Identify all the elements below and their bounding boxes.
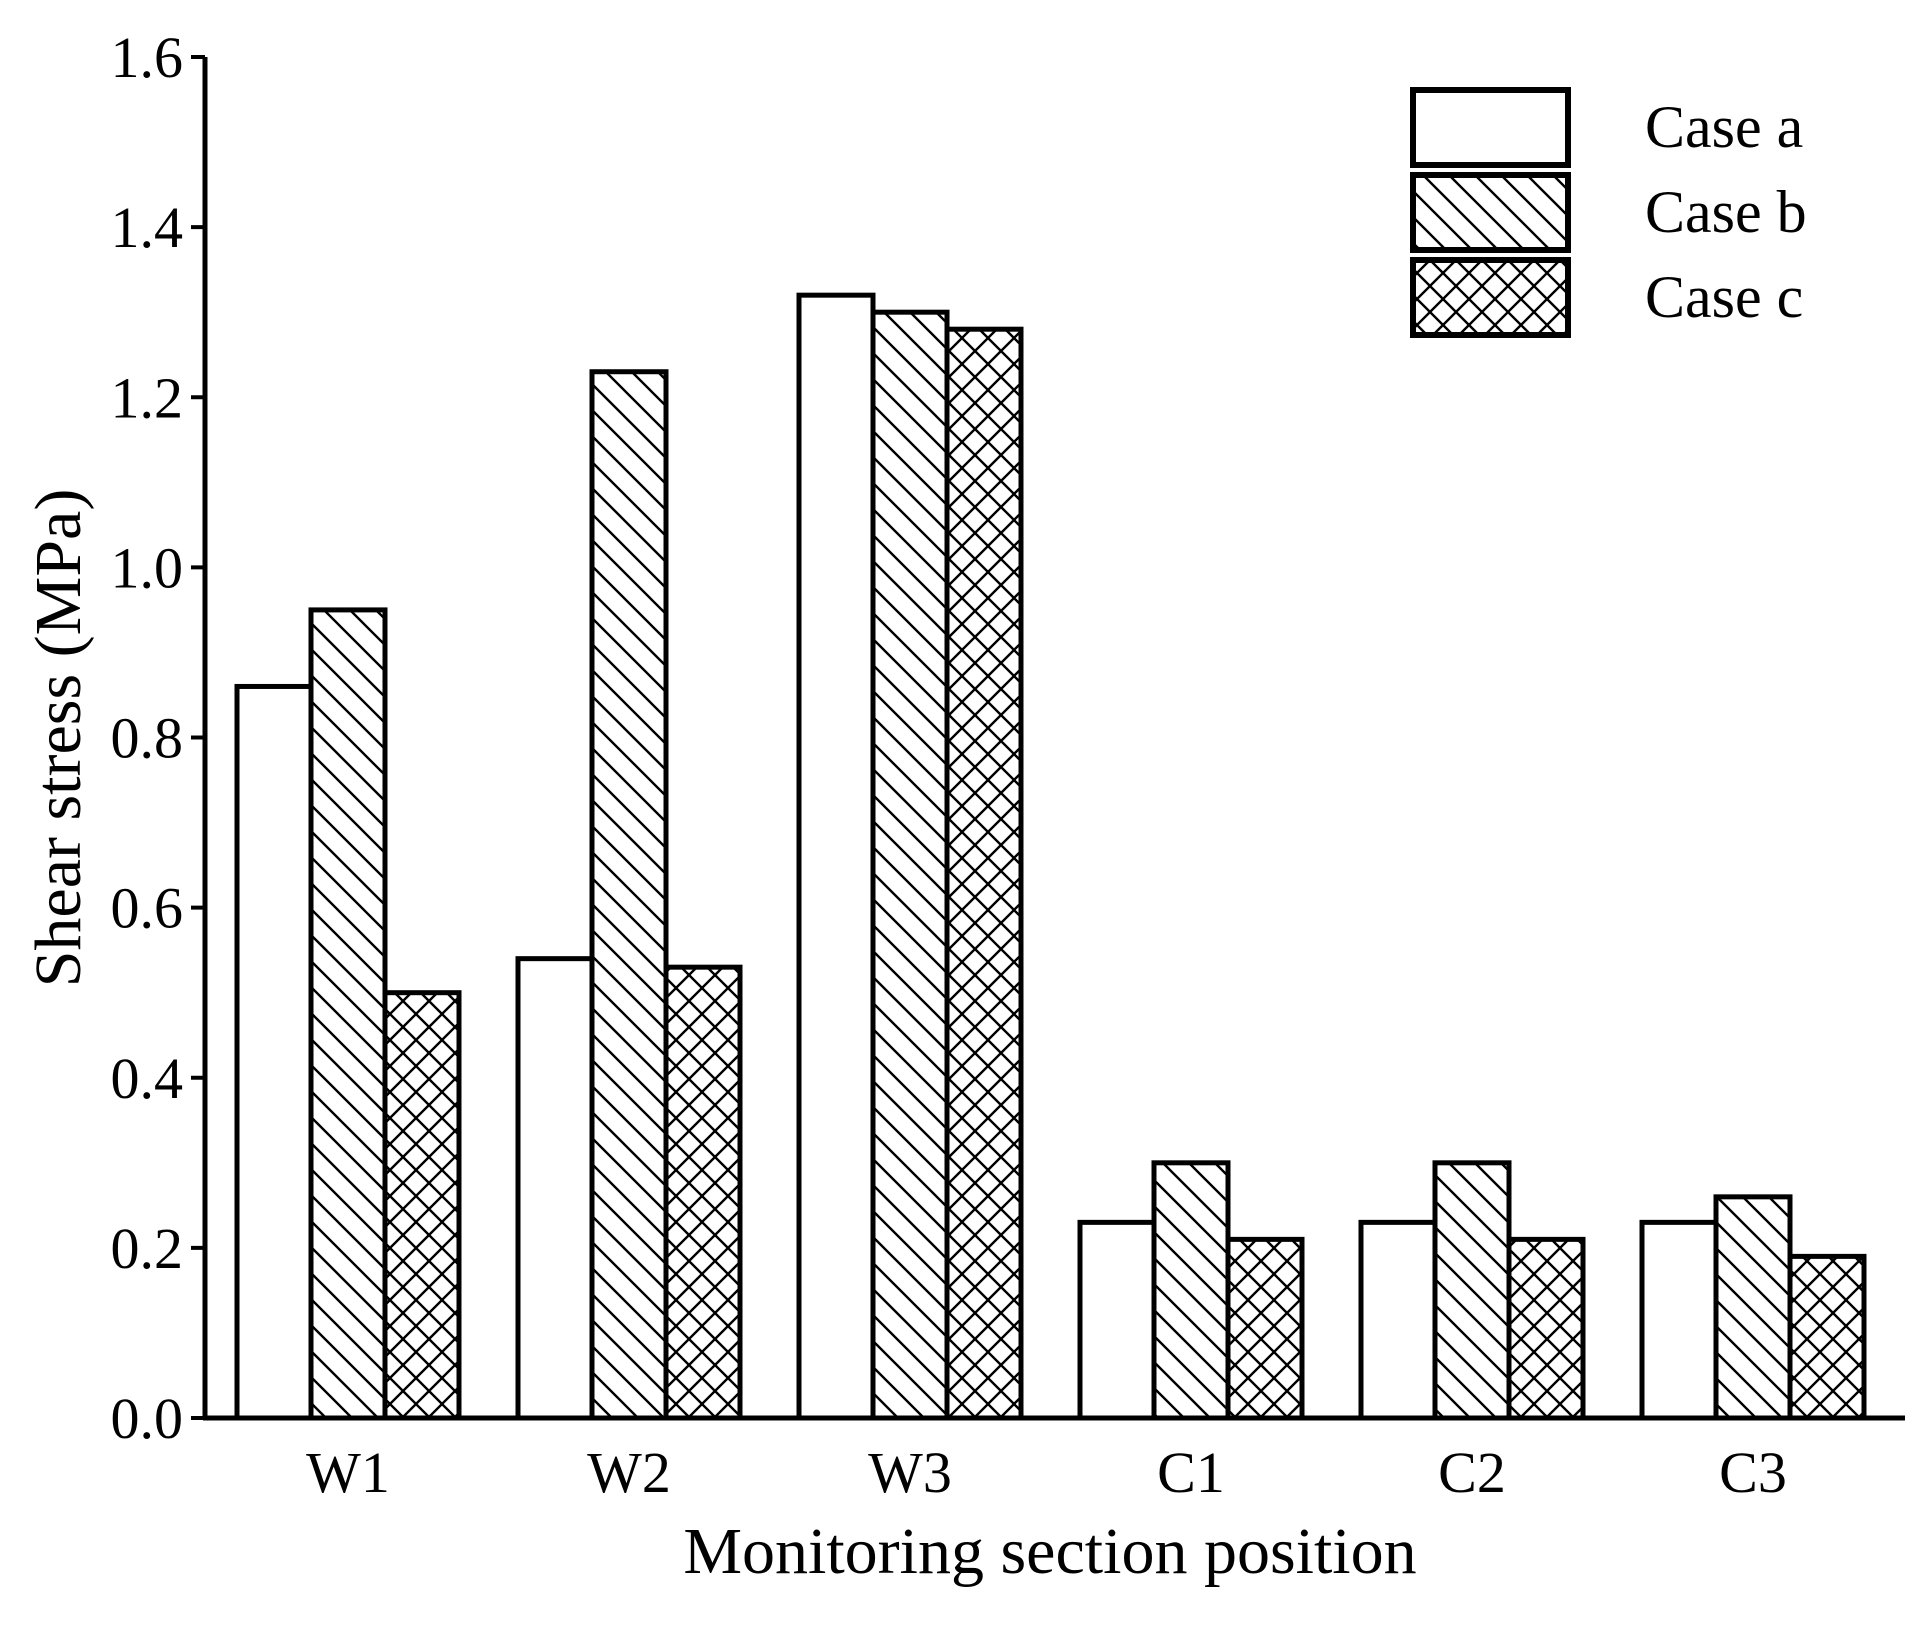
legend-swatch-hatched xyxy=(1410,172,1571,253)
bar-w1-case-c xyxy=(382,990,462,1421)
bar-c1-case-c xyxy=(1225,1236,1305,1421)
x-tick-label-c2: C2 xyxy=(1438,1440,1506,1505)
y-tick-label: 1.2 xyxy=(111,365,184,430)
bar-w2-case-b xyxy=(589,369,669,1421)
bar-c1-case-b xyxy=(1151,1160,1231,1421)
bar-w3-case-b xyxy=(870,309,950,1421)
legend-swatch-plain xyxy=(1410,87,1571,168)
legend-swatch-crosshatched xyxy=(1410,257,1571,338)
x-tick-label-w2: W2 xyxy=(587,1440,671,1505)
y-tick-label: 1.6 xyxy=(111,25,184,90)
y-tick-label: 0.0 xyxy=(111,1386,184,1451)
bar-w1-case-a xyxy=(234,683,314,1421)
x-tick-label-c3: C3 xyxy=(1719,1440,1787,1505)
bars-layer xyxy=(234,292,1867,1421)
legend-label: Case c xyxy=(1645,264,1803,330)
y-ticks: 0.0 0.2 0.4 0.6 0.8 1.0 1.2 1.4 1.6 xyxy=(111,25,205,1451)
x-tick-label-w3: W3 xyxy=(868,1440,952,1505)
x-tick-label-w1: W1 xyxy=(306,1440,390,1505)
x-ticks: W1 W2 W3 C1 C2 C3 xyxy=(306,1440,1787,1505)
bar-c2-case-b xyxy=(1432,1160,1512,1421)
x-tick-label-c1: C1 xyxy=(1157,1440,1225,1505)
bar-w2-case-c xyxy=(663,964,743,1421)
bar-c3-case-b xyxy=(1713,1194,1793,1421)
legend: Case a Case b Case c xyxy=(1410,87,1807,338)
y-tick-label: 0.8 xyxy=(111,706,184,771)
x-axis-label: Monitoring section position xyxy=(683,1515,1416,1588)
y-axis-label: Shear stress (MPa) xyxy=(22,489,95,988)
legend-label: Case b xyxy=(1645,179,1807,245)
bar-c2-case-c xyxy=(1506,1236,1586,1421)
bar-c3-case-c xyxy=(1787,1253,1867,1421)
bar-w3-case-a xyxy=(796,292,876,1421)
y-tick-label: 0.2 xyxy=(111,1216,184,1281)
bar-w2-case-a xyxy=(515,956,595,1421)
bar-w1-case-b xyxy=(308,607,388,1421)
y-tick-label: 1.0 xyxy=(111,535,184,600)
bar-c3-case-a xyxy=(1639,1219,1719,1421)
bar-c1-case-a xyxy=(1077,1219,1157,1421)
y-tick-label: 0.4 xyxy=(111,1046,184,1111)
legend-label: Case a xyxy=(1645,94,1803,160)
bar-w3-case-c xyxy=(944,326,1024,1421)
bar-c2-case-a xyxy=(1358,1219,1438,1421)
y-tick-label: 0.6 xyxy=(111,876,184,941)
y-tick-label: 1.4 xyxy=(111,195,184,260)
